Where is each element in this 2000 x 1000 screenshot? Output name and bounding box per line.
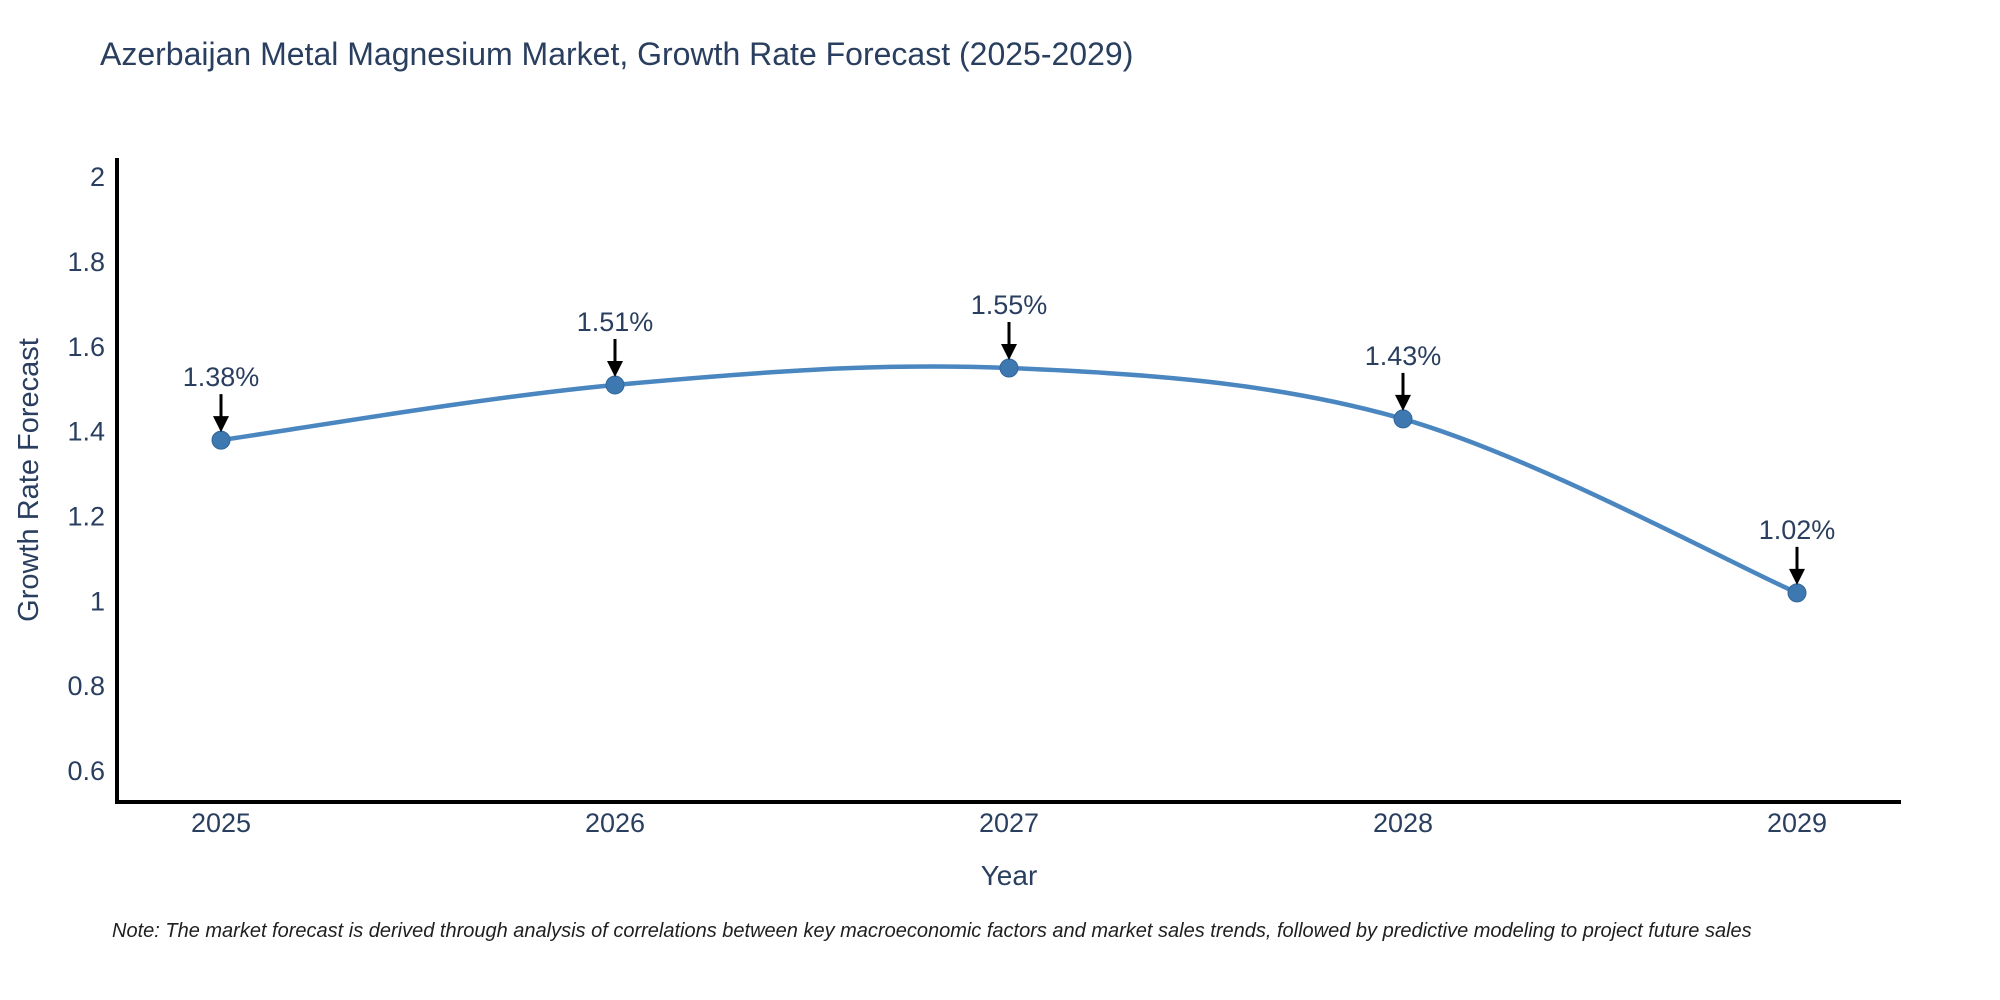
data-point-marker (605, 375, 625, 395)
x-tick-label: 2029 (1767, 808, 1827, 838)
y-axis-title: Growth Rate Forecast (13, 338, 45, 622)
y-tick-label: 0.6 (67, 756, 105, 786)
x-tick-label: 2028 (1373, 808, 1433, 838)
data-point-label: 1.51% (577, 307, 654, 337)
data-point-label: 1.55% (971, 290, 1048, 320)
y-tick-label: 1.8 (67, 247, 105, 277)
x-axis-title: Year (981, 860, 1038, 891)
data-point-marker (1787, 583, 1807, 603)
y-tick-label: 1.2 (67, 501, 105, 531)
growth-rate-line (218, 364, 1800, 596)
x-tick-label: 2027 (979, 808, 1039, 838)
data-point-label: 1.38% (183, 362, 260, 392)
data-point-marker (1393, 409, 1413, 429)
annotation-arrowhead-icon (1001, 344, 1017, 360)
x-tick-label: 2025 (191, 808, 251, 838)
x-tick-label: 2026 (585, 808, 645, 838)
data-point-marker (999, 358, 1019, 378)
annotation-arrowhead-icon (1789, 568, 1805, 585)
chart-title: Azerbaijan Metal Magnesium Market, Growt… (100, 36, 1134, 72)
data-point-marker (211, 430, 231, 450)
data-point-label: 1.02% (1759, 515, 1836, 545)
footnote: Note: The market forecast is derived thr… (112, 920, 1752, 942)
y-tick-label: 2 (90, 162, 105, 192)
annotation-arrowhead-icon (213, 416, 229, 433)
y-tick-label: 0.8 (67, 671, 105, 701)
annotation-arrowhead-icon (607, 360, 623, 377)
annotation-arrowhead-icon (1395, 394, 1411, 411)
y-tick-label: 1 (90, 586, 105, 616)
y-tick-label: 1.6 (67, 332, 105, 362)
data-point-label: 1.43% (1365, 341, 1442, 371)
y-tick-label: 1.4 (67, 417, 105, 447)
